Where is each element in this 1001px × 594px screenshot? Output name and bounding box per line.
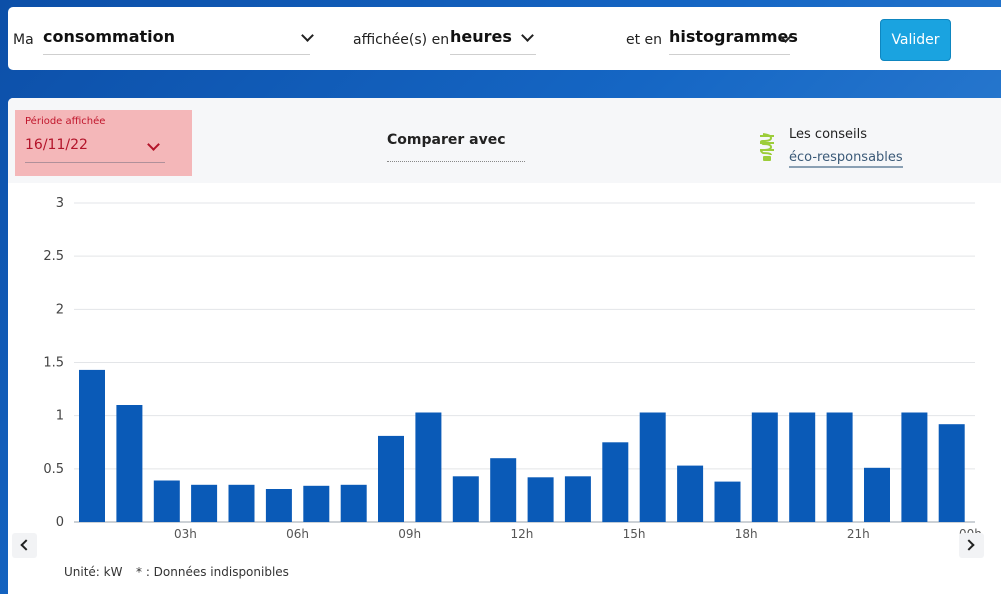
prefix-label: Ma: [13, 32, 34, 48]
unit-note: Unité: kW: [64, 565, 123, 579]
y-tick-label: 2.5: [43, 249, 64, 264]
advice-label: Les conseils: [789, 127, 868, 142]
filter-bar: Période affichée 16/11/22 Comparer avec …: [8, 98, 1001, 183]
y-tick-label: 1.5: [43, 356, 64, 371]
chart-bars: [79, 369, 965, 523]
consumption-bar-chart: 00.511.522.53 03h06h09h12h15h18h21h00h: [43, 196, 982, 541]
bar-16h[interactable]: [639, 412, 666, 523]
period-underline: [25, 162, 165, 163]
bar-07h[interactable]: [303, 485, 330, 522]
shown-in-label: affichée(s) en: [353, 32, 450, 48]
bar-02h[interactable]: [116, 405, 143, 522]
eco-advice-link[interactable]: éco-responsables: [789, 150, 903, 168]
period-label: Période affichée: [25, 116, 106, 127]
display-type-select-value: histogrammes: [669, 27, 798, 46]
bar-19h[interactable]: [751, 412, 778, 523]
x-tick-label: 18h: [735, 527, 758, 541]
chart-y-axis: 0 0.5 1 1.5 2 2.5 3: [43, 196, 64, 530]
next-period-button[interactable]: [959, 533, 984, 558]
bar-00h[interactable]: [938, 424, 965, 522]
bar-12h[interactable]: [490, 458, 517, 522]
x-tick-label: 09h: [398, 527, 421, 541]
bar-21h[interactable]: [826, 412, 853, 523]
validate-button[interactable]: Valider: [880, 19, 951, 61]
display-type-select[interactable]: histogrammes: [669, 22, 798, 55]
period-select[interactable]: Période affichée 16/11/22: [15, 110, 192, 176]
chart-grid: [74, 202, 975, 523]
y-tick-label: 0.5: [43, 462, 64, 477]
bar-10h[interactable]: [415, 412, 442, 523]
measure-select[interactable]: consommation: [43, 22, 314, 55]
time-unit-select-value: heures: [450, 27, 512, 46]
previous-period-button[interactable]: [12, 533, 37, 558]
and-in-label: et en: [626, 32, 663, 48]
compare-underline: [387, 161, 525, 162]
y-tick-label: 3: [56, 196, 64, 211]
missing-data-note: * : Données indisponibles: [136, 565, 289, 579]
bar-06h[interactable]: [265, 489, 292, 522]
y-tick-label: 0: [56, 515, 64, 530]
measure-select-value: consommation: [43, 27, 176, 46]
x-tick-label: 12h: [510, 527, 533, 541]
bar-15h[interactable]: [602, 442, 629, 523]
chart-x-axis: 03h06h09h12h15h18h21h00h: [174, 527, 982, 541]
top-selection-bar: Ma consommation affichée(s) en heures et…: [8, 7, 1001, 70]
bar-08h[interactable]: [340, 484, 367, 522]
y-tick-label: 2: [56, 302, 64, 317]
y-tick-label: 1: [56, 409, 64, 424]
bar-22h[interactable]: [864, 467, 890, 522]
bar-14h[interactable]: [564, 476, 591, 522]
chevron-right-icon: [963, 539, 975, 551]
bar-17h[interactable]: [677, 465, 704, 522]
bar-03h[interactable]: [153, 480, 180, 523]
bar-09h[interactable]: [378, 435, 404, 522]
bar-20h[interactable]: [789, 412, 816, 523]
bar-05h[interactable]: [228, 484, 255, 522]
bar-01h[interactable]: [79, 369, 105, 522]
x-tick-label: 15h: [623, 527, 646, 541]
compare-with-select[interactable]: Comparer avec: [387, 132, 506, 148]
bar-04h[interactable]: [191, 484, 218, 522]
x-tick-label: 21h: [847, 527, 870, 541]
x-tick-label: 06h: [286, 527, 309, 541]
chevron-left-icon: [20, 539, 32, 551]
bar-18h[interactable]: [714, 481, 741, 522]
chevron-down-icon: [521, 29, 534, 42]
time-unit-select[interactable]: heures: [450, 22, 536, 55]
bar-13h[interactable]: [527, 477, 554, 522]
chevron-down-icon: [301, 29, 314, 42]
eco-bulb-icon: [760, 133, 774, 161]
consumption-panel: Période affichée 16/11/22 Comparer avec …: [8, 98, 1001, 594]
period-value: 16/11/22: [25, 137, 88, 153]
bar-11h[interactable]: [452, 476, 479, 522]
x-tick-label: 03h: [174, 527, 197, 541]
bar-23h[interactable]: [901, 412, 928, 523]
